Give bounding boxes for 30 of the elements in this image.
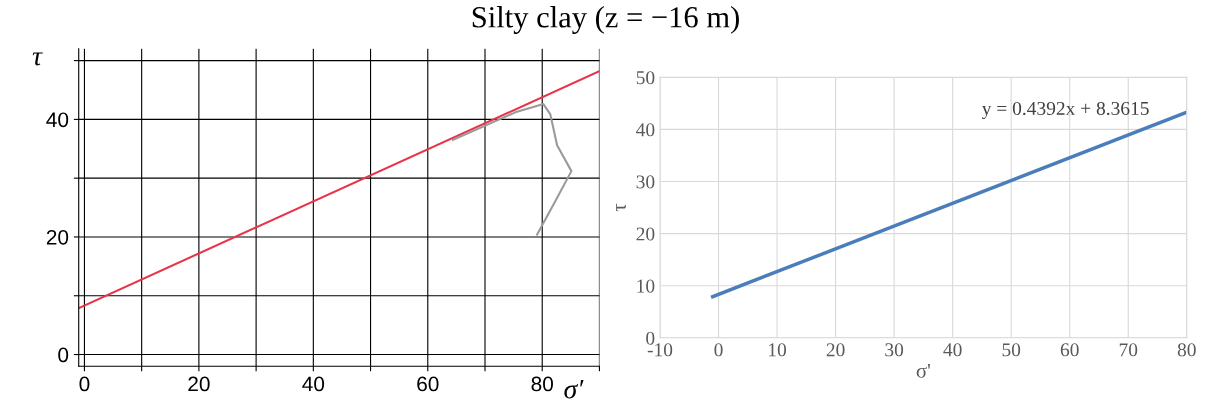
- x-tick-label: 10: [769, 343, 787, 357]
- x-tick-label: 40: [302, 376, 325, 392]
- chart-title: Silty clay (z = −16 m): [472, 6, 739, 34]
- x-tick-label: -10: [647, 343, 673, 357]
- y-tick-label: 10: [637, 279, 655, 293]
- x-tick-label: 0: [79, 376, 90, 392]
- x-tick-label: 60: [417, 376, 439, 392]
- x-axis-title: σ': [916, 363, 930, 378]
- x-tick-label: 0: [714, 343, 723, 357]
- y-tick-label: 40: [46, 112, 69, 128]
- y-tick-label: 20: [46, 229, 69, 245]
- x-tick-label: 80: [1177, 343, 1196, 357]
- line-series: [451, 103, 573, 236]
- x-tick-label: 60: [1060, 343, 1079, 357]
- x-tick-label: 50: [1002, 343, 1021, 357]
- x-tick-label: 20: [188, 376, 210, 392]
- y-tick-label: 0: [646, 331, 655, 345]
- y-axis-title: τ: [616, 203, 626, 212]
- y-tick-label: 50: [636, 71, 655, 85]
- x-tick-label: 40: [943, 343, 962, 357]
- x-tick-label: 80: [531, 376, 553, 392]
- x-tick-label: 30: [885, 343, 904, 357]
- y-tick-label: 30: [636, 175, 655, 189]
- x-tick-label: 70: [1119, 343, 1138, 357]
- x-axis-title: σ′: [564, 380, 584, 399]
- annotation: y = 0.4392x + 8.3615: [981, 101, 1149, 120]
- x-tick-label: 20: [826, 343, 845, 357]
- y-tick-label: 20: [636, 227, 655, 241]
- y-axis-title: τ: [32, 52, 43, 66]
- y-tick-label: 40: [636, 123, 655, 137]
